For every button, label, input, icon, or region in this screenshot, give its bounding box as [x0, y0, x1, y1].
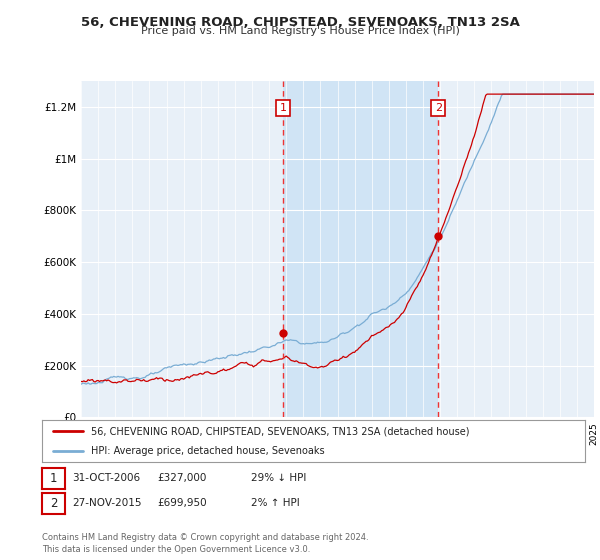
Text: 2: 2	[50, 497, 57, 510]
Text: 56, CHEVENING ROAD, CHIPSTEAD, SEVENOAKS, TN13 2SA (detached house): 56, CHEVENING ROAD, CHIPSTEAD, SEVENOAKS…	[91, 426, 469, 436]
Text: Price paid vs. HM Land Registry's House Price Index (HPI): Price paid vs. HM Land Registry's House …	[140, 26, 460, 36]
Text: £699,950: £699,950	[158, 498, 208, 508]
Bar	[283, 81, 439, 417]
Text: 2% ↑ HPI: 2% ↑ HPI	[251, 498, 299, 508]
Text: 29% ↓ HPI: 29% ↓ HPI	[251, 473, 306, 483]
Text: £327,000: £327,000	[158, 473, 207, 483]
Text: 31-OCT-2006: 31-OCT-2006	[72, 473, 140, 483]
Text: 27-NOV-2015: 27-NOV-2015	[72, 498, 142, 508]
Text: 1: 1	[280, 103, 287, 113]
Text: 1: 1	[50, 472, 57, 485]
Text: HPI: Average price, detached house, Sevenoaks: HPI: Average price, detached house, Seve…	[91, 446, 325, 456]
Text: Contains HM Land Registry data © Crown copyright and database right 2024.
This d: Contains HM Land Registry data © Crown c…	[42, 533, 368, 554]
Text: 2: 2	[435, 103, 442, 113]
Text: 56, CHEVENING ROAD, CHIPSTEAD, SEVENOAKS, TN13 2SA: 56, CHEVENING ROAD, CHIPSTEAD, SEVENOAKS…	[80, 16, 520, 29]
